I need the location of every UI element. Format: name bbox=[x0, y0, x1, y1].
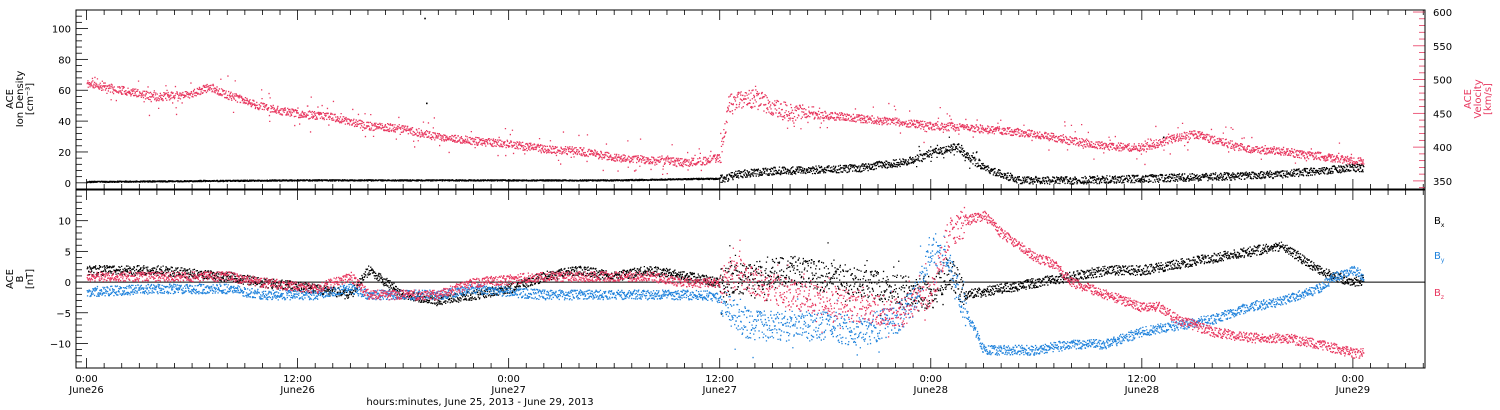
series-by-points bbox=[86, 233, 1365, 359]
x-tick-label-date: June27 bbox=[490, 385, 526, 396]
x-tick-label-time: 0:00 bbox=[1342, 374, 1364, 385]
velocity-axis-tick-label: 350 bbox=[1433, 177, 1452, 188]
b-axis-title-line: [nT] bbox=[25, 269, 36, 289]
legend-bx-main: B bbox=[1434, 216, 1441, 227]
x-tick-label-date: June26 bbox=[279, 385, 315, 396]
density-axis-title: ACE Ion Density [cm⁻³] bbox=[5, 71, 36, 128]
x-tick-label-time: 12:00 bbox=[705, 374, 734, 385]
x-tick-label-time: 12:00 bbox=[283, 374, 312, 385]
density-axis-title-line: [cm⁻³] bbox=[25, 83, 36, 115]
density-axis-tick-label: 80 bbox=[58, 55, 71, 66]
series-by bbox=[86, 233, 1365, 359]
density-axis-tick-label: 20 bbox=[58, 148, 71, 159]
velocity-axis-title-line: [km/s] bbox=[1483, 83, 1494, 115]
b-axis-tick-label: −5 bbox=[56, 309, 71, 320]
x-tick-label-time: 0:00 bbox=[920, 374, 942, 385]
x-tick-label-date: June27 bbox=[701, 385, 737, 396]
b-axis-tick-label: −10 bbox=[50, 339, 71, 350]
series-density-points bbox=[86, 136, 1365, 185]
x-tick-label-time: 12:00 bbox=[1127, 374, 1156, 385]
legend-bz-main: B bbox=[1434, 288, 1441, 299]
density-axis-title-line: Ion Density bbox=[15, 71, 26, 128]
velocity-axis-tick-label: 400 bbox=[1433, 143, 1452, 154]
b-axis-title-line: ACE bbox=[5, 269, 16, 289]
density-outlier bbox=[426, 102, 428, 105]
x-axis-labels: 0:00June2612:00June260:00June2712:00June… bbox=[68, 374, 1370, 408]
density-axis-tick-label: 40 bbox=[58, 117, 71, 128]
series-velocity-points bbox=[86, 75, 1365, 175]
legend-bz: Bz bbox=[1434, 288, 1444, 301]
density-axis-tick-label: 100 bbox=[52, 25, 71, 36]
x-tick-label-time: 0:00 bbox=[75, 374, 97, 385]
series-bz-points bbox=[86, 206, 1365, 359]
velocity-axis-title-line: ACE bbox=[1463, 89, 1474, 109]
b-axis-title: ACE B [nT] bbox=[5, 269, 36, 289]
density-outlier bbox=[1162, 136, 1165, 139]
b-axis-tick-label: 5 bbox=[65, 247, 71, 258]
density-axis-tick-label: 0 bbox=[65, 179, 71, 190]
velocity-axis-title: ACE Velocity [km/s] bbox=[1463, 79, 1494, 118]
density-axis-title-line: ACE bbox=[5, 89, 16, 109]
velocity-axis-tick-label: 600 bbox=[1433, 8, 1452, 19]
density-outlier bbox=[424, 17, 426, 20]
x-tick-label-time: 0:00 bbox=[497, 374, 519, 385]
series-velocity bbox=[86, 75, 1365, 175]
x-tick-label-date: June28 bbox=[1124, 385, 1160, 396]
b-axis-tick-label: 10 bbox=[58, 217, 71, 228]
density-axis-tick-label: 60 bbox=[58, 86, 71, 97]
x-tick-label-date: June29 bbox=[1335, 385, 1371, 396]
legend-bx-sub: x bbox=[1441, 222, 1445, 229]
x-tick-label-date: June28 bbox=[913, 385, 949, 396]
legend-by: By bbox=[1434, 251, 1445, 264]
b-axis-title-line: B bbox=[15, 275, 26, 282]
b-axis-tick-label: 0 bbox=[65, 278, 71, 289]
series-density bbox=[86, 136, 1365, 185]
x-axis-title: hours:minutes, June 25, 2013 - June 29, … bbox=[366, 397, 593, 408]
velocity-axis-tick-label: 450 bbox=[1433, 109, 1452, 120]
velocity-axis-title-line: Velocity bbox=[1473, 79, 1484, 118]
velocity-axis-tick-label: 550 bbox=[1433, 42, 1452, 53]
panel-magnetic-frame bbox=[75, 189, 1426, 369]
x-tick-label-date: June26 bbox=[68, 385, 104, 396]
plasma-data bbox=[86, 17, 1365, 185]
legend-by-main: B bbox=[1434, 251, 1441, 262]
series-bz bbox=[86, 206, 1365, 359]
panel-plasma-frame bbox=[75, 9, 1426, 190]
legend-by-sub: y bbox=[1441, 257, 1445, 264]
magnetic-data bbox=[76, 206, 1425, 359]
velocity-axis-tick-label: 500 bbox=[1433, 76, 1452, 87]
legend-bx: Bx bbox=[1434, 216, 1445, 229]
legend-bz-sub: z bbox=[1441, 294, 1444, 301]
